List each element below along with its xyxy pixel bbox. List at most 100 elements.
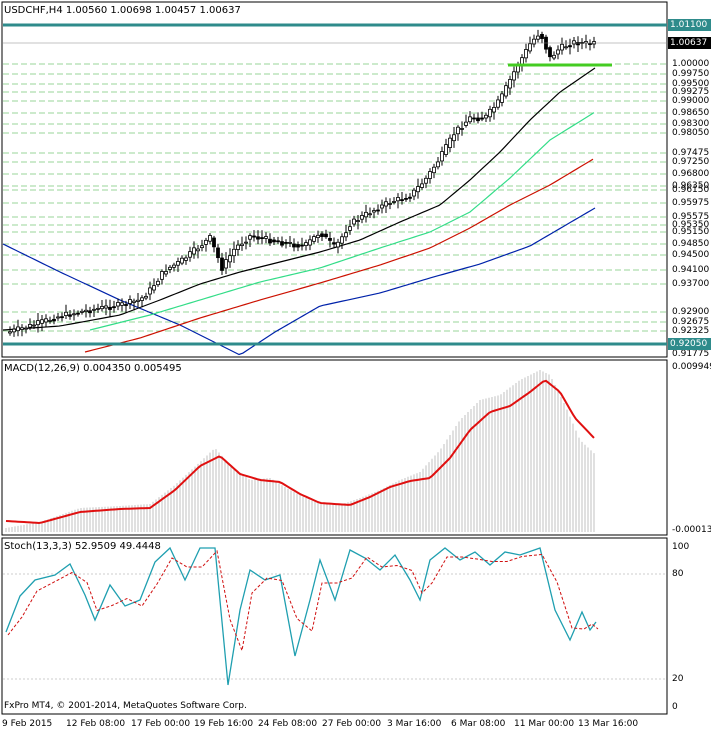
candle-body (180, 257, 184, 264)
price-axis-label: 0.95975 (672, 198, 710, 208)
candle-body (420, 183, 424, 188)
candle-body (68, 314, 72, 317)
price-axis-label: 0.92900 (672, 307, 710, 317)
candle-body (340, 236, 344, 244)
price-panel-frame (1, 1, 668, 358)
candle-body (100, 306, 104, 310)
candle-body (120, 302, 124, 306)
candle-body (88, 310, 92, 314)
candle-body (24, 327, 28, 330)
candle-body (480, 117, 484, 120)
candle-body (252, 235, 256, 238)
candle-body (216, 247, 220, 259)
candle-body (504, 85, 508, 97)
price-axis-label: 0.94100 (672, 265, 710, 275)
candle-body (576, 42, 580, 46)
time-label: 19 Feb 16:00 (194, 719, 254, 729)
candle-body (276, 240, 280, 243)
price-axis-label: 0.96150 (672, 185, 710, 195)
stoch-signal-line (7, 549, 599, 653)
stoch-level-100: 100 (672, 542, 690, 552)
candle-body (228, 255, 232, 263)
candle-body (464, 121, 468, 126)
candle-body (52, 318, 56, 322)
macd-axis-bottom: -0.000133 (672, 525, 711, 535)
candle-body (408, 196, 412, 199)
price-axis-label: 0.99275 (672, 87, 710, 97)
time-label: 12 Feb 08:00 (66, 719, 126, 729)
ma-blue-line (2, 207, 596, 356)
candle-body (296, 244, 300, 248)
candle-body (568, 45, 572, 48)
candle-body (372, 210, 376, 213)
price-axis-label: 1.00000 (672, 59, 710, 69)
candle-body (212, 237, 216, 248)
candle-body (168, 266, 172, 270)
price-axis-label: 0.91775 (672, 349, 710, 359)
candle-body (540, 34, 544, 39)
candle-body (176, 261, 180, 266)
candle-body (112, 306, 116, 309)
candle-body (116, 302, 120, 307)
price-axis-label: 0.92675 (672, 317, 710, 327)
price-axis-label: 0.99500 (672, 79, 710, 89)
candle-body (348, 226, 352, 231)
candle-body (260, 237, 264, 240)
candle-body (388, 203, 392, 205)
candle-body (56, 316, 60, 319)
time-label: 9 Feb 2015 (2, 719, 53, 729)
candle-body (248, 235, 252, 240)
candle-body (312, 236, 316, 242)
candle-body (200, 245, 204, 249)
candle-body (376, 209, 380, 212)
macd-panel-frame (1, 359, 668, 536)
candle-body (424, 177, 428, 184)
stoch-level-20: 20 (672, 674, 684, 684)
candle-body (572, 40, 576, 45)
candle-body (524, 49, 528, 59)
ma-green-line (89, 112, 595, 331)
price-axis-label: 0.98650 (672, 108, 710, 118)
candle-body (36, 320, 40, 326)
candle-body (232, 248, 236, 257)
price-axis-label: 0.94500 (672, 250, 710, 260)
candle-body (160, 271, 164, 280)
candle-body (360, 215, 364, 220)
stoch-panel-frame (1, 537, 668, 715)
candle-body (336, 241, 340, 248)
candle-body (172, 264, 176, 268)
candle-body (560, 43, 564, 51)
stoch-main-line (5, 546, 597, 686)
candle-body (40, 319, 44, 324)
price-axis-label: 0.99000 (672, 96, 710, 106)
stoch-level-0: 0 (672, 702, 678, 712)
candle-body (472, 117, 476, 120)
time-label: 13 Mar 16:00 (578, 719, 639, 729)
candle-body (32, 324, 36, 327)
candle-body (264, 236, 268, 239)
time-label: 11 Mar 00:00 (514, 719, 575, 729)
candle-body (76, 312, 80, 315)
candle-body (144, 295, 148, 299)
candle-body (204, 239, 208, 245)
price-axis-label: 0.99750 (672, 69, 710, 79)
candle-body (488, 108, 492, 118)
candle-body (396, 197, 400, 202)
support-resistance-lines (3, 23, 667, 346)
candle-body (452, 134, 456, 142)
candle-body (564, 46, 568, 49)
candle-body (92, 308, 96, 311)
candle-body (528, 43, 532, 52)
price-axis-label: 0.92325 (672, 326, 710, 336)
time-label: 3 Mar 16:00 (387, 719, 442, 729)
candle-body (300, 244, 304, 247)
candle-body (468, 116, 472, 123)
candle-body (444, 144, 448, 155)
candle-body (268, 238, 272, 244)
candle-body (368, 213, 372, 216)
price-axis-label: 0.93700 (672, 279, 710, 289)
candle-body (536, 35, 540, 40)
candle-body (556, 49, 560, 55)
